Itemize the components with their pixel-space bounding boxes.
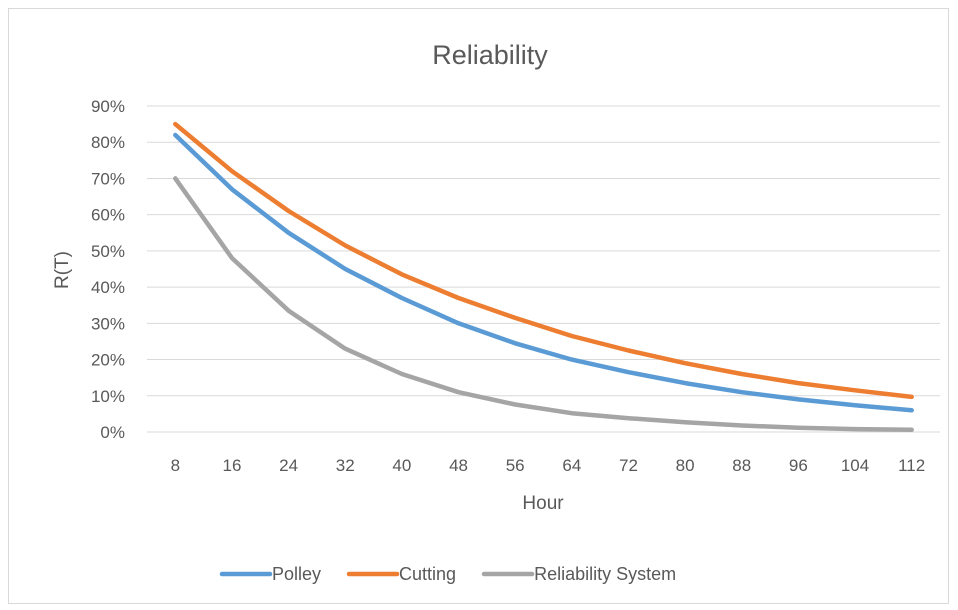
y-tick-label: 50% (91, 242, 125, 261)
y-tick-label: 70% (91, 169, 125, 188)
x-tick-label: 8 (171, 456, 180, 475)
legend-label-polley: Polley (272, 564, 321, 584)
x-tick-label: 80 (676, 456, 695, 475)
legend: Polley Cutting Reliability System (219, 564, 676, 584)
series-line-cutting (173, 121, 914, 400)
y-tick-label: 10% (91, 387, 125, 406)
gridlines (147, 105, 940, 433)
x-tick-label: 88 (732, 456, 751, 475)
series-line-polley (173, 132, 914, 413)
x-tick-label: 96 (789, 456, 808, 475)
x-tick-label: 104 (841, 456, 869, 475)
x-tick-label: 64 (562, 456, 581, 475)
legend-label-reliability-system: Reliability System (534, 564, 676, 584)
y-tick-label: 30% (91, 314, 125, 333)
y-tick-label: 60% (91, 206, 125, 225)
y-tick-label: 0% (100, 423, 125, 442)
y-axis-ticks: 0% 10% 20% 30% 40% 50% 60% 70% 80% 90% (91, 97, 125, 442)
series-lines (173, 121, 914, 433)
x-tick-label: 56 (506, 456, 525, 475)
x-tick-label: 24 (279, 456, 298, 475)
y-tick-label: 90% (91, 97, 125, 116)
y-axis-title: R(T) (52, 251, 73, 289)
x-tick-label: 48 (449, 456, 468, 475)
x-tick-label: 16 (223, 456, 242, 475)
x-axis-title: Hour (522, 493, 564, 514)
chart-title: Reliability (432, 40, 548, 70)
series-line-reliability-system (173, 176, 914, 433)
x-tick-label: 72 (619, 456, 638, 475)
y-tick-label: 80% (91, 133, 125, 152)
y-tick-label: 20% (91, 351, 125, 370)
x-tick-label: 112 (898, 456, 925, 475)
y-tick-label: 40% (91, 278, 125, 297)
x-axis-ticks: 8 16 24 32 40 48 56 64 72 80 88 96 104 112 (171, 456, 926, 475)
legend-label-cutting: Cutting (399, 564, 456, 584)
x-tick-label: 32 (336, 456, 355, 475)
x-tick-label: 40 (392, 456, 411, 475)
